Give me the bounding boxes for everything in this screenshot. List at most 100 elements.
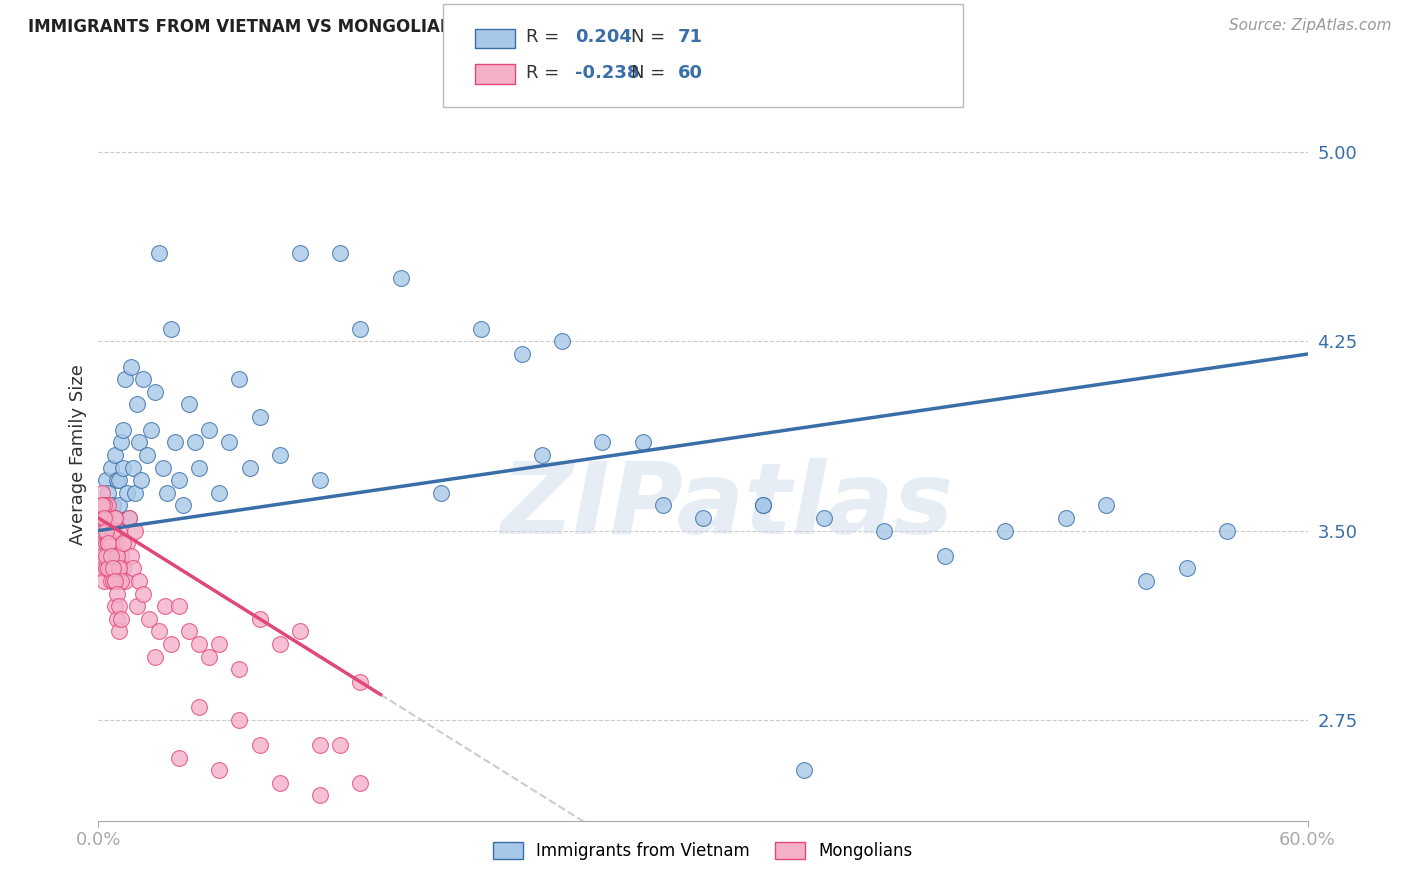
Point [813,511,835,525]
Point [309,473,332,487]
Point [269,448,291,462]
Point [249,612,271,626]
Point [124,524,146,538]
Text: N =: N = [631,64,671,82]
Point [591,435,613,450]
Point [89,499,111,513]
Point [198,423,221,437]
Point [93,574,115,588]
Point [692,511,714,525]
Point [89,536,111,550]
Point [143,384,166,399]
Point [96,511,118,525]
Point [124,485,146,500]
Point [101,524,124,538]
Point [103,448,125,462]
Point [160,322,183,336]
Point [100,460,122,475]
Point [309,738,332,752]
Point [288,246,311,260]
Point [93,511,115,525]
Point [91,511,114,525]
Point [118,511,141,525]
Point [96,473,118,487]
Point [188,637,211,651]
Point [125,397,148,411]
Point [101,561,124,575]
Point [107,499,129,513]
Point [430,485,453,500]
Point [105,536,128,550]
Point [93,549,115,563]
Point [120,549,142,563]
Point [100,561,122,575]
Point [114,372,136,386]
Point [329,246,352,260]
Point [93,499,115,513]
Point [91,499,114,513]
Point [1095,499,1118,513]
Point [309,789,332,803]
Point [93,511,115,525]
Point [793,763,815,777]
Point [994,524,1017,538]
Point [148,246,170,260]
Point [105,511,128,525]
Point [111,423,134,437]
Point [118,511,141,525]
Point [96,524,118,538]
Point [111,460,134,475]
Point [121,460,143,475]
Point [96,536,118,550]
Point [349,322,371,336]
Text: 60: 60 [678,64,703,82]
Point [107,561,129,575]
Point [97,536,120,550]
Point [101,524,124,538]
Point [188,460,211,475]
Text: 71: 71 [678,29,703,46]
Point [97,549,120,563]
Point [132,372,155,386]
Point [389,271,412,285]
Point [114,574,136,588]
Point [91,485,114,500]
Point [218,435,240,450]
Point [249,410,271,425]
Text: R =: R = [526,29,565,46]
Point [139,423,162,437]
Point [530,448,553,462]
Point [143,649,166,664]
Point [107,624,129,639]
Point [135,448,157,462]
Point [103,511,125,525]
Point [101,574,124,588]
Point [934,549,956,563]
Point [132,587,155,601]
Text: R =: R = [526,64,565,82]
Point [167,473,190,487]
Point [93,499,115,513]
Point [105,549,128,563]
Point [100,536,122,550]
Point [110,549,132,563]
Point [91,561,114,575]
Point [179,397,201,411]
Text: -0.238: -0.238 [575,64,640,82]
Point [97,485,120,500]
Point [510,347,533,361]
Point [349,776,371,790]
Point [101,499,124,513]
Point [228,713,250,727]
Point [89,524,111,538]
Point [105,587,128,601]
Point [752,499,775,513]
Point [752,499,775,513]
Point [110,435,132,450]
Point [228,372,250,386]
Point [188,700,211,714]
Point [105,473,128,487]
Point [128,435,150,450]
Point [103,599,125,614]
Point [179,624,201,639]
